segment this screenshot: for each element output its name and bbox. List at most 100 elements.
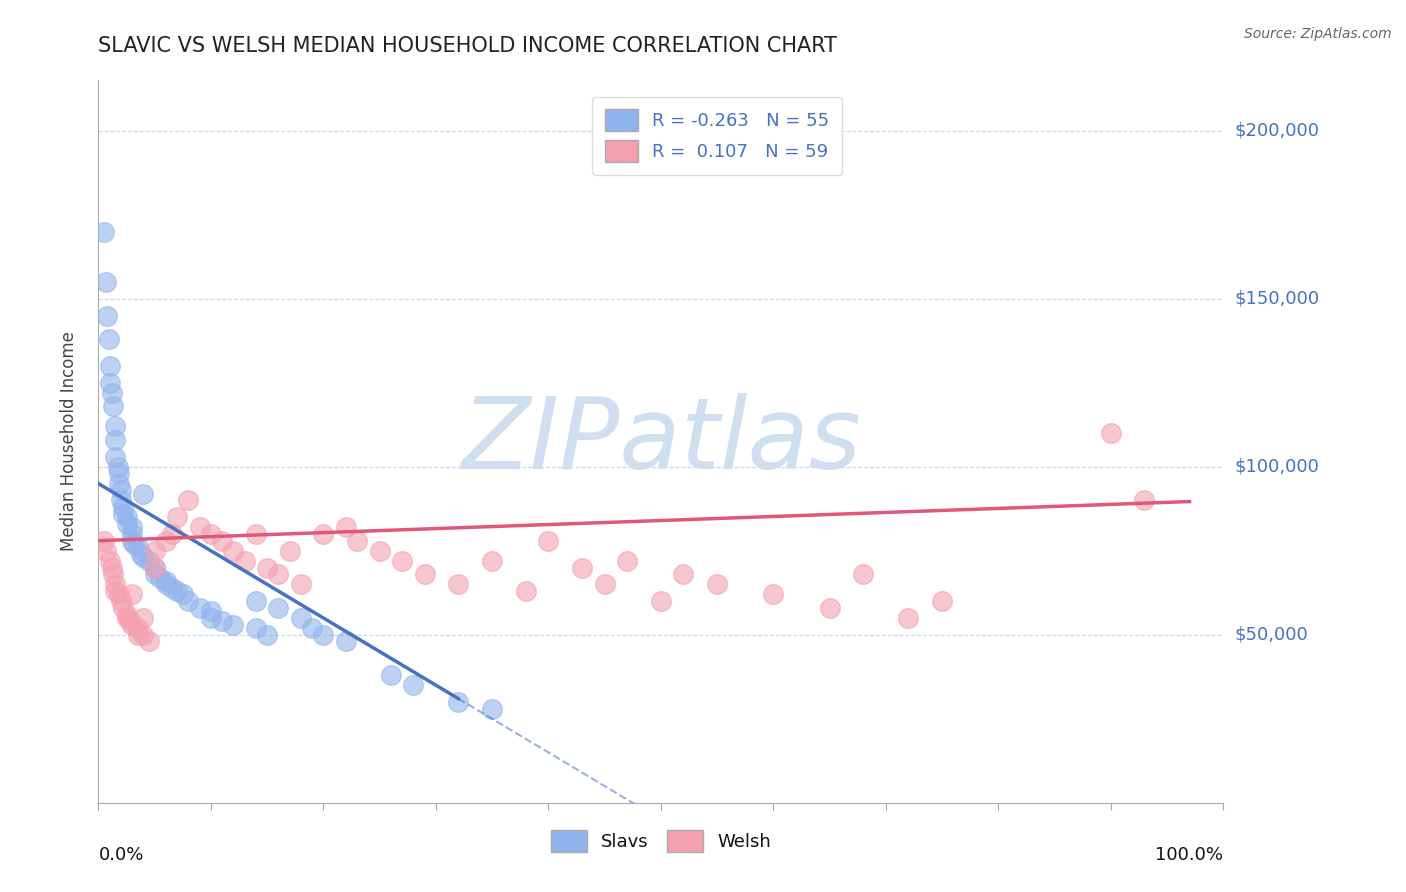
Point: [160, 581, 183, 595]
Point: [166, 510, 188, 524]
Point: [132, 628, 155, 642]
Text: ZIPatlas: ZIPatlas: [461, 393, 860, 490]
Point: [110, 483, 132, 498]
Point: [447, 695, 470, 709]
Point: [256, 560, 278, 574]
Point: [177, 493, 200, 508]
Point: [200, 527, 222, 541]
Point: [115, 611, 138, 625]
Point: [104, 450, 127, 464]
Point: [107, 467, 129, 481]
Point: [104, 433, 127, 447]
Point: [104, 419, 127, 434]
Point: [115, 607, 138, 622]
Point: [149, 571, 172, 585]
Point: [112, 500, 135, 514]
Point: [104, 584, 127, 599]
Point: [391, 554, 413, 568]
Point: [98, 376, 121, 390]
Point: [121, 527, 143, 541]
Point: [245, 594, 267, 608]
Point: [818, 600, 841, 615]
Text: 100.0%: 100.0%: [1156, 847, 1223, 864]
Text: $200,000: $200,000: [1234, 121, 1319, 140]
Point: [98, 359, 121, 373]
Point: [96, 275, 118, 289]
Point: [537, 533, 560, 548]
Point: [143, 560, 166, 574]
Point: [97, 332, 120, 346]
Point: [143, 560, 166, 574]
Point: [118, 615, 141, 629]
Text: 0.0%: 0.0%: [98, 847, 143, 864]
Point: [897, 611, 920, 625]
Point: [301, 621, 323, 635]
Point: [155, 574, 177, 588]
Point: [127, 628, 149, 642]
Point: [312, 628, 335, 642]
Point: [233, 554, 256, 568]
Point: [267, 567, 290, 582]
Point: [335, 634, 357, 648]
Point: [124, 537, 146, 551]
Point: [245, 527, 267, 541]
Point: [312, 527, 335, 541]
Point: [188, 520, 211, 534]
Point: [143, 567, 166, 582]
Text: $150,000: $150,000: [1234, 290, 1319, 308]
Point: [98, 554, 121, 568]
Point: [672, 567, 695, 582]
Point: [256, 628, 278, 642]
Point: [616, 554, 638, 568]
Point: [481, 702, 503, 716]
Legend: Slavs, Welsh: Slavs, Welsh: [543, 822, 779, 859]
Point: [200, 604, 222, 618]
Point: [706, 577, 728, 591]
Point: [155, 533, 177, 548]
Point: [143, 543, 166, 558]
Point: [110, 594, 132, 608]
Point: [245, 621, 267, 635]
Point: [101, 567, 124, 582]
Point: [121, 587, 143, 601]
Point: [138, 554, 160, 568]
Point: [188, 600, 211, 615]
Point: [1133, 493, 1156, 508]
Point: [515, 584, 537, 599]
Point: [278, 543, 301, 558]
Point: [127, 621, 149, 635]
Text: $100,000: $100,000: [1234, 458, 1319, 475]
Point: [107, 587, 129, 601]
Point: [101, 385, 124, 400]
Point: [290, 577, 312, 591]
Point: [129, 547, 152, 561]
Point: [132, 550, 155, 565]
Point: [115, 516, 138, 531]
Point: [931, 594, 953, 608]
Point: [127, 541, 149, 555]
Point: [177, 594, 200, 608]
Point: [121, 533, 143, 548]
Point: [335, 520, 357, 534]
Point: [211, 615, 233, 629]
Point: [107, 459, 129, 474]
Point: [402, 678, 425, 692]
Point: [110, 493, 132, 508]
Point: [650, 594, 672, 608]
Point: [447, 577, 470, 591]
Point: [112, 600, 135, 615]
Point: [112, 507, 135, 521]
Point: [93, 225, 115, 239]
Point: [107, 476, 129, 491]
Point: [762, 587, 785, 601]
Text: Source: ZipAtlas.com: Source: ZipAtlas.com: [1244, 27, 1392, 41]
Point: [132, 611, 155, 625]
Y-axis label: Median Household Income: Median Household Income: [59, 332, 77, 551]
Point: [211, 533, 233, 548]
Point: [121, 617, 143, 632]
Point: [267, 600, 290, 615]
Point: [132, 486, 155, 500]
Point: [101, 399, 124, 413]
Point: [1099, 426, 1122, 441]
Point: [96, 543, 118, 558]
